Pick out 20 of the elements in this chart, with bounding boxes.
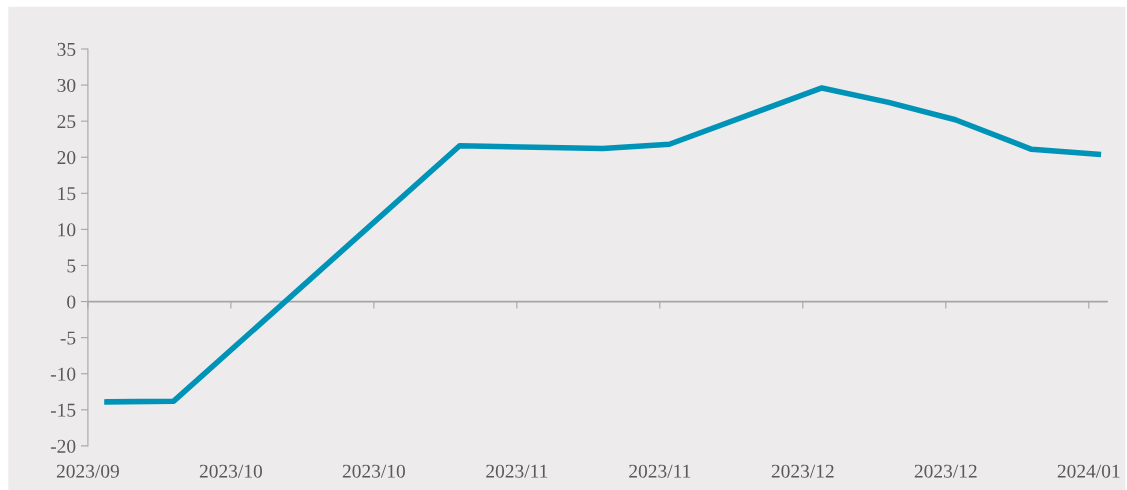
- y-tick-label: -10: [50, 367, 76, 381]
- y-tick-label: -20: [50, 439, 76, 453]
- y-tick-label: 25: [57, 115, 76, 129]
- y-tick-label: 15: [58, 187, 76, 201]
- x-tick-label: 2023/10: [199, 464, 263, 478]
- y-tick-label: 20: [57, 151, 76, 165]
- x-tick-label: 2023/11: [629, 464, 691, 478]
- y-tick-label: 10: [58, 223, 76, 237]
- x-tick-label: 2023/12: [914, 464, 977, 478]
- x-tick-label: 2023/11: [486, 464, 548, 478]
- x-tick-label: 2023/09: [56, 464, 119, 478]
- y-tick-label: 0: [67, 295, 76, 309]
- y-tick-label: 35: [57, 42, 76, 56]
- y-tick-label: -5: [60, 331, 76, 345]
- x-tick-label: 2024/01: [1057, 464, 1120, 478]
- y-tick-label: 5: [67, 259, 76, 273]
- x-tick-label: 2023/12: [771, 464, 834, 478]
- y-tick-label: -15: [50, 403, 76, 417]
- y-tick-label: 30: [57, 78, 76, 93]
- x-tick-label: 2023/10: [342, 464, 405, 478]
